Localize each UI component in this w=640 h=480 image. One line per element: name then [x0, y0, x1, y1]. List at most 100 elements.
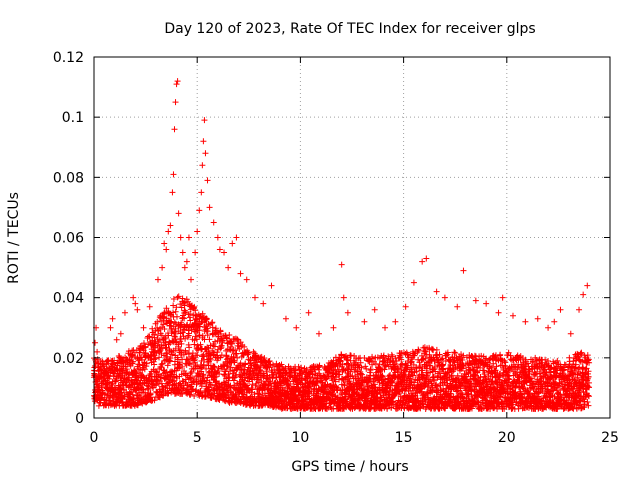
data-point [176, 359, 183, 366]
data-point [440, 366, 447, 373]
data-point [419, 356, 426, 363]
data-point [175, 343, 182, 350]
data-point [413, 368, 420, 375]
data-point [399, 361, 406, 368]
data-point [204, 332, 211, 339]
data-point [167, 355, 174, 362]
data-point [448, 373, 455, 380]
data-point [388, 351, 395, 358]
data-point [513, 392, 520, 399]
data-point [394, 368, 401, 375]
data-point [313, 382, 320, 389]
data-point [194, 316, 201, 323]
data-point [241, 343, 248, 350]
data-point [565, 397, 572, 404]
data-point [444, 349, 451, 356]
data-point [226, 368, 233, 375]
data-point [336, 371, 343, 378]
data-point [369, 353, 376, 360]
data-point [256, 366, 263, 373]
data-point [357, 359, 364, 366]
data-point [508, 404, 515, 411]
data-point [202, 380, 209, 387]
data-point [282, 365, 289, 372]
data-point [453, 354, 460, 361]
data-point [229, 347, 236, 354]
data-point [528, 375, 535, 382]
data-point [545, 357, 552, 364]
data-point [123, 366, 130, 373]
data-point [416, 364, 423, 371]
data-point [418, 371, 425, 378]
data-point [499, 362, 506, 369]
data-point [422, 355, 429, 362]
data-point [163, 305, 170, 312]
data-point [233, 350, 240, 357]
data-point [203, 365, 210, 372]
data-point [173, 313, 180, 320]
data-point [361, 354, 368, 361]
data-point [462, 361, 469, 368]
data-point [542, 356, 549, 363]
data-point [146, 333, 153, 340]
data-point [190, 365, 197, 372]
data-point [542, 368, 549, 375]
data-point [431, 365, 438, 372]
data-point [191, 303, 198, 310]
data-point [187, 311, 194, 318]
data-point [191, 392, 198, 399]
data-point [252, 352, 259, 359]
data-point [160, 367, 167, 374]
data-point [167, 312, 174, 319]
data-point [183, 296, 190, 303]
data-point [196, 332, 203, 339]
data-point [180, 351, 187, 358]
data-point [222, 382, 229, 389]
data-point [439, 355, 446, 362]
data-point [212, 338, 219, 345]
data-point [436, 369, 443, 376]
data-point [170, 309, 177, 316]
data-point [226, 331, 233, 338]
data-point [181, 367, 188, 374]
data-point [417, 404, 424, 411]
data-point [178, 319, 185, 326]
data-point [453, 388, 460, 395]
data-point [339, 361, 346, 368]
data-point [554, 357, 561, 364]
data-point [367, 366, 374, 373]
data-point [170, 295, 177, 302]
data-point [384, 405, 391, 412]
data-point [357, 382, 364, 389]
data-point [471, 352, 478, 359]
data-point [397, 353, 404, 360]
data-point [194, 352, 201, 359]
data-point [234, 354, 241, 361]
data-point [414, 349, 421, 356]
data-point [143, 360, 150, 367]
data-point [245, 387, 252, 394]
data-point [578, 392, 585, 399]
data-point [492, 367, 499, 374]
data-point [506, 376, 513, 383]
data-point [223, 334, 230, 341]
data-point [129, 360, 136, 367]
data-point [211, 363, 218, 370]
data-point [254, 363, 261, 370]
data-point [182, 348, 189, 355]
data-point [192, 333, 199, 340]
data-point [161, 325, 168, 332]
data-point [380, 352, 387, 359]
data-point [151, 397, 158, 404]
data-point [506, 367, 513, 374]
data-point [577, 350, 584, 357]
data-point [140, 374, 147, 381]
data-point [309, 371, 316, 378]
data-point [435, 357, 442, 364]
data-point [179, 363, 186, 370]
data-point [433, 346, 440, 353]
data-point [169, 378, 176, 385]
data-point [362, 386, 369, 393]
data-point [572, 381, 579, 388]
data-point [192, 307, 199, 314]
